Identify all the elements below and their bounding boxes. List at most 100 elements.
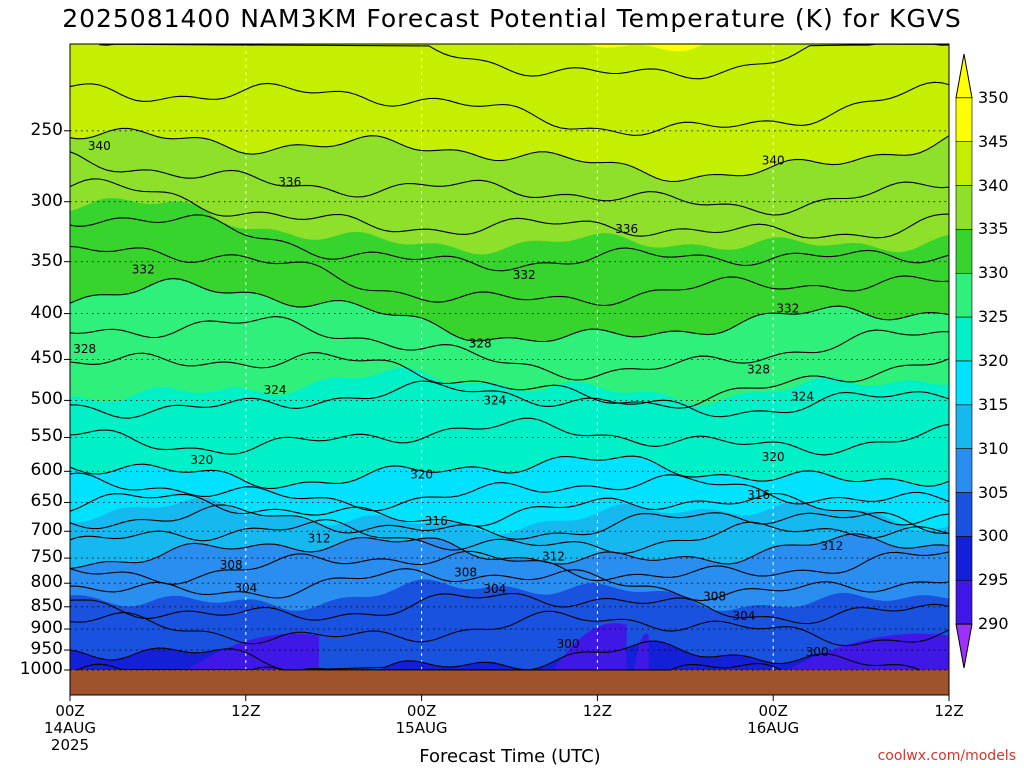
x-tick-line: 00Z [406,702,437,720]
contour-label: 336 [615,222,638,236]
colorbar-label: 325 [978,307,1009,327]
colorbar-box-335 [955,185,973,230]
colorbar-box-315 [955,360,973,406]
x-tick-label: 00Z 14AUG 2025 [30,703,110,754]
y-tick-label: 700 [30,520,63,541]
colorbar-label: 290 [978,614,1009,634]
colorbar-label: 330 [978,263,1009,283]
y-tick-label: 850 [30,595,63,616]
y-tick-label: 750 [30,547,63,568]
contour-label: 300 [557,637,580,651]
colorbar-box-340 [955,141,973,186]
contour-line-304 [69,592,950,625]
contour-label: 320 [190,453,213,467]
colorbar-label: 320 [978,351,1009,370]
colorbar-box-295 [955,536,973,581]
y-tick-label: 450 [30,348,63,369]
contour-label: 340 [88,139,111,153]
contour-line-340 [69,127,950,183]
contour-label: 304 [483,582,506,596]
contour-label: 320 [762,450,785,464]
colorbar-box-310 [955,404,973,450]
contour-line-338 [69,151,950,216]
contour-line-302 [69,610,950,647]
colorbar-label: 350 [978,87,1009,107]
y-tick-label: 350 [30,250,63,271]
colorbar-label: 305 [978,482,1009,502]
credit-link[interactable]: coolwx.com/models [877,748,1016,764]
contour-label: 308 [703,590,726,604]
x-tick-label: 00Z 16AUG [733,703,813,737]
x-tick-line: 00Z [55,702,85,720]
colorbar-box-300 [955,492,973,537]
contour-label: 312 [820,539,843,553]
x-tick-line: 12Z [934,702,964,720]
x-tick-label: 12Z [557,703,637,720]
y-tick-label: 600 [30,460,63,481]
fill-band-340 [70,44,949,182]
contour-label: 328 [469,337,492,351]
colorbar-label: 340 [978,175,1009,195]
x-tick-label: 00Z 15AUG [382,703,462,737]
colorbar-box-325 [955,272,973,318]
colorbar-label: 300 [978,526,1009,546]
contour-line-300 [69,640,920,671]
contour-label: 320 [410,468,433,482]
colorbar-box-345 [955,97,973,143]
colorbar-arrow-top [955,53,973,99]
contour-line-310 [69,533,950,570]
fill-pocket-0 [187,633,320,670]
contour-line-314 [69,504,950,540]
contour-label: 300 [806,645,829,659]
y-tick-label: 250 [30,119,63,140]
colorbar-label: 295 [978,570,1009,590]
y-tick-label: 500 [30,389,63,410]
colorbar-box-290 [955,579,973,625]
contour-label: 312 [308,531,331,545]
contour-label: 316 [747,488,770,502]
colorbar-label: 315 [978,394,1009,414]
contour-label: 332 [132,262,155,276]
x-tick-label: 12Z [909,703,989,720]
y-tick-label: 800 [30,572,63,593]
y-tick-label: 300 [30,190,63,211]
x-tick-line: 12Z [231,702,261,720]
contour-line-312 [69,519,950,554]
contour-label: 324 [483,393,506,407]
colorbar-box-330 [955,229,973,274]
contour-label: 332 [776,302,799,316]
colorbar-label: 310 [978,438,1009,458]
colorbar-arrow-bottom [955,623,973,669]
x-tick-line: 00Z [758,702,788,720]
contour-line-318 [69,472,950,512]
contour-label: 340 [762,154,785,168]
contour-line-344 [99,43,950,80]
y-tick-label: 650 [30,491,63,512]
fill-pocket-3 [787,633,949,670]
x-tick-line: 16AUG [747,719,800,737]
contour-line-324 [69,380,950,419]
fill-pocket-2 [634,633,649,670]
contour-label: 324 [791,389,814,403]
contour-line-298 [77,662,781,671]
y-tick-label: 400 [30,302,63,323]
contour-label: 328 [73,342,96,356]
x-tick-line: 12Z [582,702,613,720]
colorbar-box-305 [955,448,973,493]
contour-line-332 [69,245,950,307]
contour-label: 308 [454,565,477,579]
fill-pocket-1 [553,623,627,670]
contour-line-334 [69,214,950,272]
contour-label: 336 [278,175,301,189]
y-tick-label: 900 [30,618,63,639]
plot-frame [69,43,950,696]
colorbar-label: 345 [978,131,1009,151]
ground-surface [70,670,949,695]
x-axis-label: Forecast Time (UTC) [419,746,601,767]
y-tick-label: 550 [30,426,63,447]
contour-line-322 [69,417,950,456]
y-tick-label: 950 [30,639,63,660]
contour-line-306 [69,568,950,602]
chart-title: 2025081400 NAM3KM Forecast Potential Tem… [62,4,962,33]
